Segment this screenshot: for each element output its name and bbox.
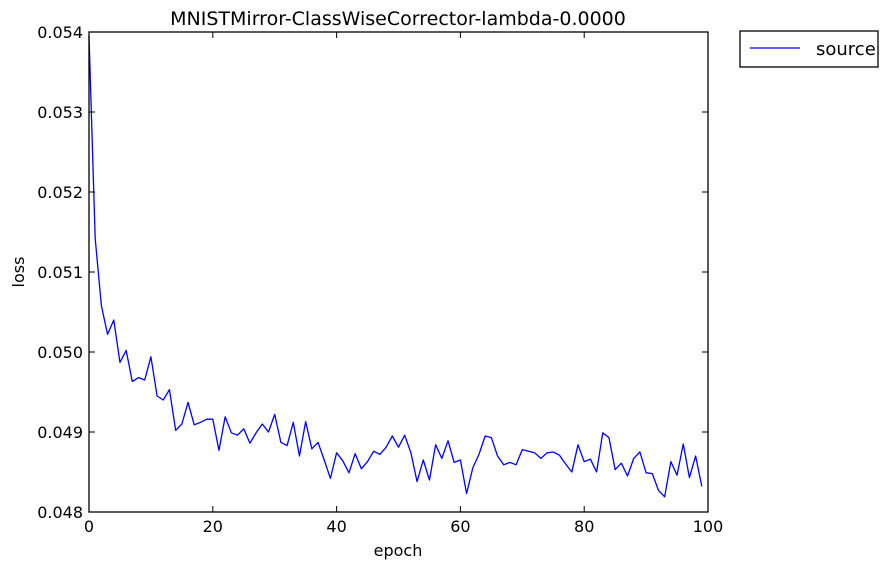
chart-title: MNISTMirror-ClassWiseCorrector-lambda-0.… bbox=[170, 8, 626, 30]
y-tick-label: 0.052 bbox=[37, 183, 83, 202]
x-tick-label: 60 bbox=[450, 517, 470, 536]
x-tick-label: 0 bbox=[84, 517, 94, 536]
y-tick-label: 0.048 bbox=[37, 503, 83, 522]
series-line-source bbox=[88, 35, 703, 498]
legend-frame bbox=[739, 30, 879, 68]
y-tick-label: 0.053 bbox=[37, 103, 83, 122]
x-tick-label: 80 bbox=[574, 517, 594, 536]
x-tick-label: 20 bbox=[203, 517, 223, 536]
y-axis-ticks: 0.048 0.049 0.050 0.051 0.052 0.053 0.054 bbox=[37, 23, 708, 522]
x-axis-label: epoch bbox=[374, 541, 423, 560]
y-tick-label: 0.049 bbox=[37, 423, 83, 442]
legend-series-label: source bbox=[816, 39, 876, 60]
x-axis-ticks: 0 20 40 60 80 100 bbox=[84, 32, 723, 536]
y-axis-label: loss bbox=[9, 257, 28, 288]
y-tick-label: 0.051 bbox=[37, 263, 83, 282]
x-tick-label: 40 bbox=[326, 517, 346, 536]
y-tick-label: 0.050 bbox=[37, 343, 83, 362]
y-tick-label: 0.054 bbox=[37, 23, 83, 42]
legend: source bbox=[739, 30, 879, 68]
x-tick-label: 100 bbox=[693, 517, 724, 536]
